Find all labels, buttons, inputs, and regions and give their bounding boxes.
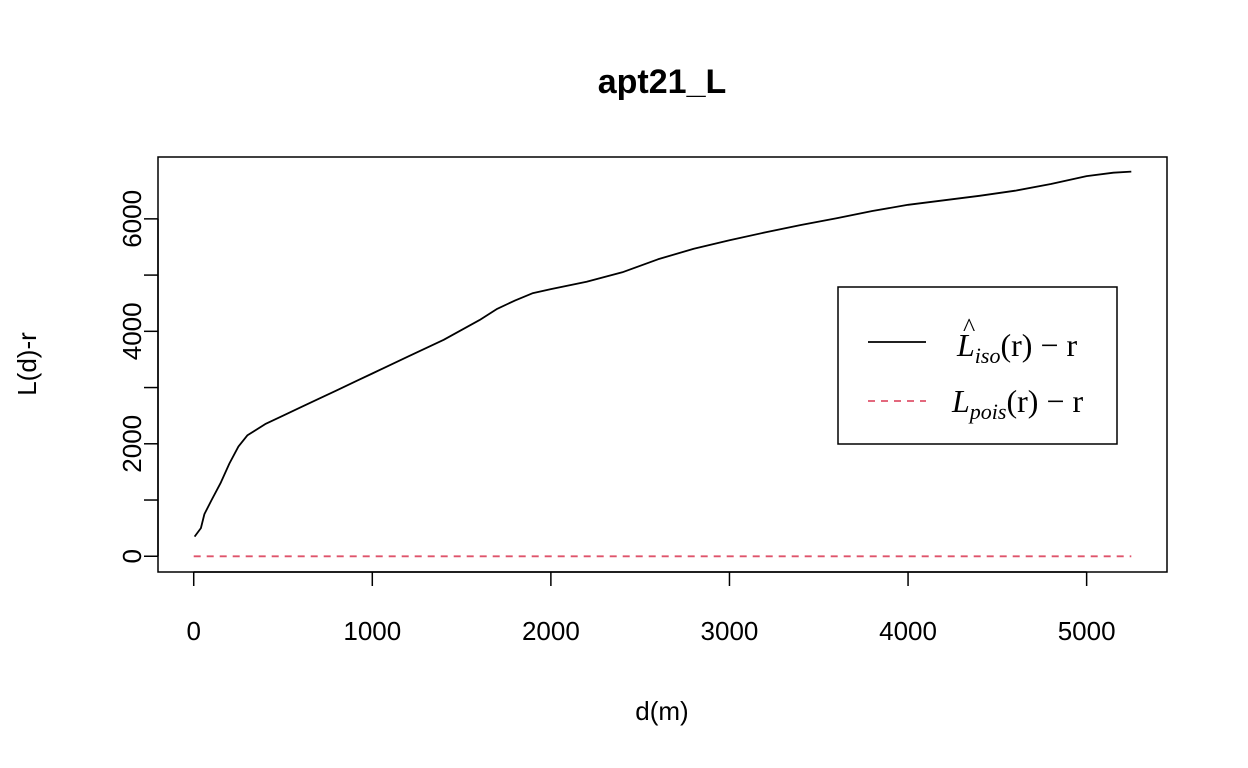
chart-title: apt21_L — [598, 63, 727, 101]
x-axis: 0 1000 2000 3000 4000 5000 — [186, 571, 1116, 646]
legend-sub-pois: pois — [968, 399, 1007, 424]
x-tick-label: 1000 — [343, 616, 401, 646]
svg-text:Lpois(r) − r: Lpois(r) − r — [951, 383, 1084, 424]
legend-main-pois: L — [951, 383, 970, 419]
svg-text:Liso(r) − r: Liso(r) − r — [956, 327, 1078, 368]
legend: Liso(r) − r ^ Lpois(r) − r — [837, 286, 1118, 445]
legend-entry-pois: Lpois(r) − r — [868, 383, 1084, 424]
y-tick-label: 0 — [117, 549, 147, 563]
y-axis: 0 2000 4000 6000 — [117, 190, 159, 563]
x-tick-label: 0 — [186, 616, 200, 646]
legend-box — [837, 286, 1118, 445]
legend-main-iso: L — [956, 327, 975, 363]
legend-entry-iso: Liso(r) − r ^ — [868, 313, 1078, 368]
y-tick-label: 4000 — [117, 302, 147, 360]
legend-rest-iso: (r) − r — [1000, 327, 1077, 363]
y-tick-label: 6000 — [117, 190, 147, 248]
legend-hat-iso: ^ — [963, 313, 975, 342]
y-axis-label: L(d)-r — [12, 332, 42, 396]
x-tick-label: 4000 — [879, 616, 937, 646]
legend-sub-iso: iso — [975, 343, 1001, 368]
x-tick-label: 5000 — [1058, 616, 1116, 646]
x-tick-label: 2000 — [522, 616, 580, 646]
legend-rest-pois: (r) − r — [1006, 383, 1083, 419]
x-tick-label: 3000 — [701, 616, 759, 646]
series-lines — [193, 170, 1132, 558]
y-tick-label: 2000 — [117, 415, 147, 473]
series-line-iso — [193, 170, 1132, 538]
x-axis-label: d(m) — [635, 696, 688, 726]
